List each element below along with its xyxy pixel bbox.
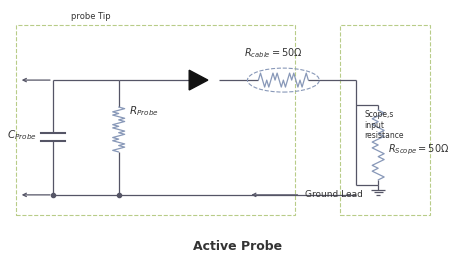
Text: probe Tip: probe Tip	[71, 12, 110, 21]
Text: Scope,s
input
resistance: Scope,s input resistance	[364, 110, 404, 140]
Bar	[16, 25, 295, 215]
Text: Active Probe: Active Probe	[193, 240, 282, 253]
Text: $R_{cable} = 50\Omega$: $R_{cable} = 50\Omega$	[244, 46, 303, 60]
Text: Ground Lead: Ground Lead	[305, 190, 363, 199]
Text: $R_{Scope} = 50\Omega$: $R_{Scope} = 50\Omega$	[388, 143, 449, 157]
Polygon shape	[189, 70, 208, 90]
Text: $R_{Probe}$: $R_{Probe}$	[128, 105, 158, 118]
Text: $C_{Probe}$: $C_{Probe}$	[7, 128, 37, 142]
Bar	[340, 25, 430, 215]
